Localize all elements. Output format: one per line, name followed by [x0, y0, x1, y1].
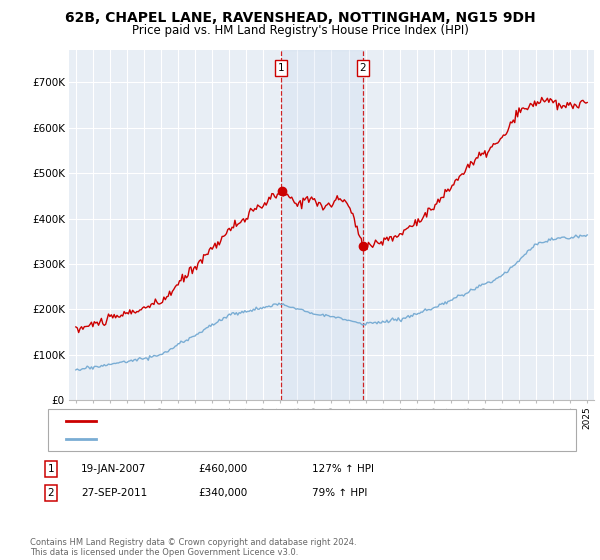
- Text: 1: 1: [278, 63, 284, 73]
- Text: 2: 2: [47, 488, 55, 498]
- Text: 27-SEP-2011: 27-SEP-2011: [81, 488, 147, 498]
- Text: £340,000: £340,000: [198, 488, 247, 498]
- Text: 127% ↑ HPI: 127% ↑ HPI: [312, 464, 374, 474]
- Text: 19-JAN-2007: 19-JAN-2007: [81, 464, 146, 474]
- Text: 79% ↑ HPI: 79% ↑ HPI: [312, 488, 367, 498]
- Text: 62B, CHAPEL LANE, RAVENSHEAD, NOTTINGHAM, NG15 9DH (detached house): 62B, CHAPEL LANE, RAVENSHEAD, NOTTINGHAM…: [103, 416, 513, 426]
- Text: 62B, CHAPEL LANE, RAVENSHEAD, NOTTINGHAM, NG15 9DH: 62B, CHAPEL LANE, RAVENSHEAD, NOTTINGHAM…: [65, 11, 535, 25]
- Text: Contains HM Land Registry data © Crown copyright and database right 2024.
This d: Contains HM Land Registry data © Crown c…: [30, 538, 356, 557]
- Text: 2: 2: [359, 63, 366, 73]
- Bar: [281, 50, 362, 400]
- Text: £460,000: £460,000: [198, 464, 247, 474]
- Text: 1: 1: [47, 464, 55, 474]
- Text: HPI: Average price, detached house, Gedling: HPI: Average price, detached house, Gedl…: [103, 434, 337, 444]
- Text: Price paid vs. HM Land Registry's House Price Index (HPI): Price paid vs. HM Land Registry's House …: [131, 24, 469, 36]
